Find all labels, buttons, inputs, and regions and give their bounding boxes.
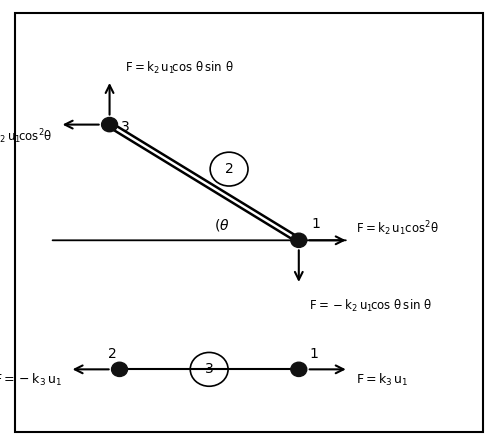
Text: 1: 1 [310,348,319,361]
Circle shape [291,233,307,247]
Circle shape [291,362,307,376]
Text: $\mathrm{F=k_3\,u_1}$: $\mathrm{F=k_3\,u_1}$ [356,372,409,388]
FancyBboxPatch shape [15,13,483,432]
Text: $\mathrm{F=-k_2\,u_1\!\cos^2\!\theta}$: $\mathrm{F=-k_2\,u_1\!\cos^2\!\theta}$ [0,127,52,146]
Text: $\mathrm{F=k_2\,u_1\!\cos\,\theta\,\sin\,\theta}$: $\mathrm{F=k_2\,u_1\!\cos\,\theta\,\sin\… [124,60,233,76]
Text: 1: 1 [311,218,320,231]
Circle shape [102,117,118,132]
Circle shape [112,362,127,376]
Text: 2: 2 [108,348,117,361]
Text: $\mathrm{F=-k_2\,u_1\!\cos\,\theta\,\sin\,\theta}$: $\mathrm{F=-k_2\,u_1\!\cos\,\theta\,\sin… [309,298,432,314]
Text: $\mathrm{F=-k_3\,u_1}$: $\mathrm{F=-k_3\,u_1}$ [0,372,62,388]
Text: $(\theta$: $(\theta$ [214,217,230,233]
Text: $\mathrm{F=k_2\,u_1\cos^2\!\theta}$: $\mathrm{F=k_2\,u_1\cos^2\!\theta}$ [356,219,439,238]
Text: 3: 3 [121,120,129,134]
Text: 2: 2 [225,162,234,176]
Text: 3: 3 [205,362,214,376]
